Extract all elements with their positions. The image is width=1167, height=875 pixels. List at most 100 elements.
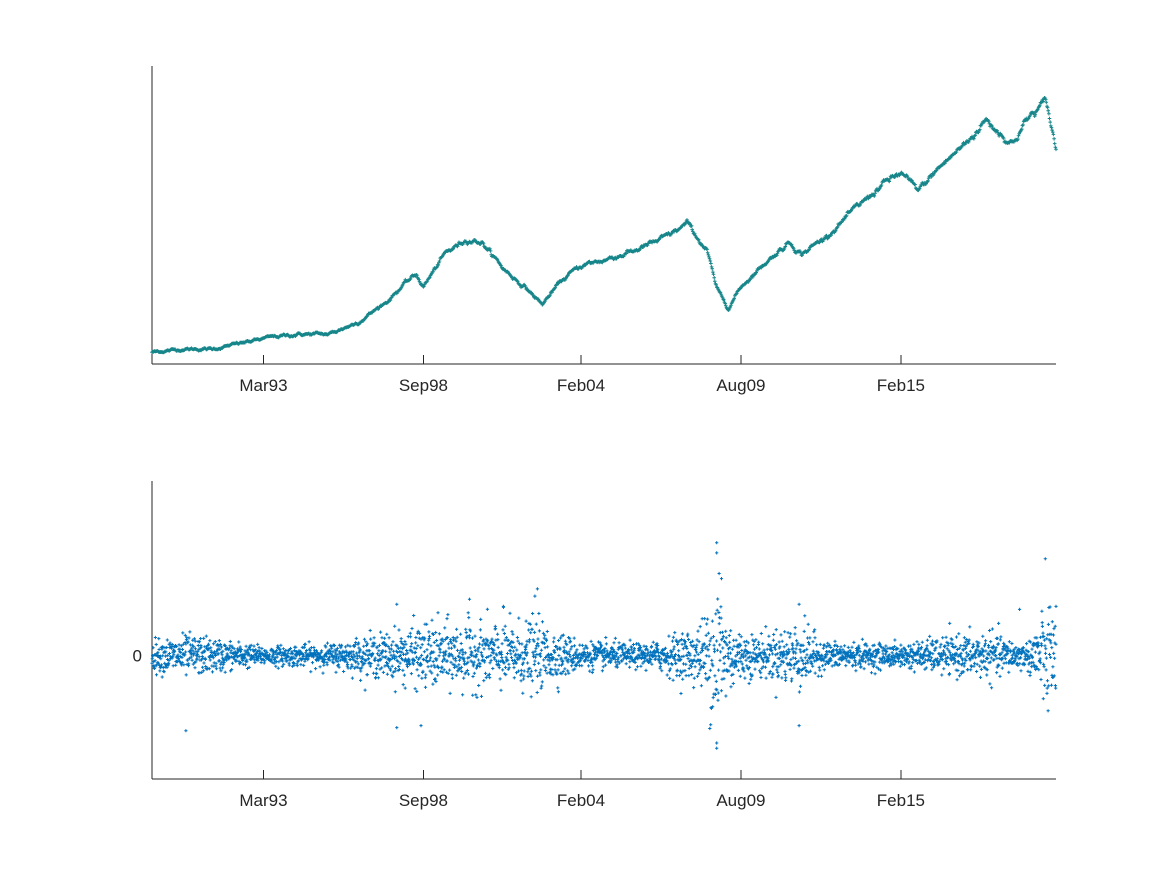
data-point <box>464 630 468 635</box>
data-point <box>681 677 685 681</box>
data-point <box>724 694 728 698</box>
data-point <box>777 640 781 644</box>
data-point <box>651 640 655 644</box>
data-point <box>183 633 187 637</box>
data-point <box>540 684 544 688</box>
data-point <box>178 654 182 659</box>
data-point <box>151 654 155 658</box>
data-point <box>1000 666 1004 670</box>
data-point <box>533 659 537 663</box>
data-point <box>679 691 683 696</box>
data-point <box>693 665 697 669</box>
data-point <box>670 639 675 643</box>
data-point <box>604 635 608 640</box>
data-point <box>523 285 528 289</box>
data-point <box>1053 145 1058 150</box>
data-point <box>698 625 702 629</box>
data-point <box>385 632 389 636</box>
data-point <box>276 666 280 670</box>
data-point <box>713 650 717 654</box>
data-point <box>192 651 196 655</box>
data-point <box>153 659 157 663</box>
data-point <box>966 668 970 672</box>
data-point <box>1046 109 1050 113</box>
data-point <box>152 666 157 670</box>
data-point <box>715 648 720 652</box>
data-point <box>798 249 802 253</box>
data-point <box>156 651 160 655</box>
data-point <box>383 636 387 640</box>
data-point <box>438 650 442 654</box>
data-point <box>984 639 988 643</box>
data-point <box>1040 621 1044 625</box>
data-point <box>529 695 533 699</box>
data-point <box>600 669 604 673</box>
data-point <box>1045 679 1050 683</box>
data-point <box>869 671 874 675</box>
data-point <box>417 277 421 282</box>
data-point <box>872 194 877 198</box>
data-point <box>410 626 414 631</box>
data-point <box>859 665 863 669</box>
data-point <box>945 647 949 651</box>
data-point <box>494 627 498 631</box>
data-point <box>479 635 483 640</box>
data-point <box>561 659 565 663</box>
data-point <box>968 625 972 629</box>
data-point <box>668 676 672 680</box>
data-point <box>727 633 731 638</box>
data-point <box>884 644 888 648</box>
data-point <box>454 659 458 663</box>
data-point <box>200 654 204 659</box>
data-point <box>715 746 719 750</box>
data-point <box>457 663 461 667</box>
data-point <box>712 275 716 280</box>
data-point <box>1052 141 1057 146</box>
data-point <box>617 641 621 645</box>
data-point <box>700 648 705 653</box>
data-point <box>180 660 184 665</box>
data-point <box>368 628 372 633</box>
data-point <box>395 602 399 606</box>
data-point <box>158 669 162 673</box>
data-point <box>695 674 699 678</box>
data-point <box>281 647 285 651</box>
data-point <box>1054 686 1058 690</box>
data-point <box>866 196 871 201</box>
data-point <box>204 634 208 638</box>
data-point <box>1041 697 1045 701</box>
data-point <box>772 632 776 637</box>
data-point <box>704 672 708 676</box>
data-point <box>162 670 166 674</box>
data-point <box>181 631 185 635</box>
data-point <box>793 626 797 630</box>
data-point <box>409 635 413 639</box>
data-point <box>684 662 688 666</box>
data-point <box>186 640 190 644</box>
data-point <box>715 551 719 555</box>
data-point <box>310 661 315 665</box>
data-point <box>693 654 697 658</box>
data-point <box>707 257 712 261</box>
data-point <box>811 640 815 644</box>
data-point <box>676 642 680 646</box>
data-point <box>217 639 221 643</box>
data-point <box>191 662 195 666</box>
data-point <box>714 612 718 616</box>
data-point <box>604 642 608 646</box>
data-point <box>437 644 441 648</box>
data-point <box>615 651 619 656</box>
data-point <box>1038 103 1042 108</box>
data-point <box>1047 111 1051 116</box>
data-point <box>428 669 432 673</box>
data-point <box>437 259 442 263</box>
data-point <box>1043 557 1047 561</box>
data-point <box>850 645 854 649</box>
data-point <box>660 669 664 673</box>
data-point <box>707 654 711 658</box>
data-point <box>740 648 744 653</box>
data-point <box>728 651 733 655</box>
data-point <box>687 666 691 671</box>
data-point <box>214 667 218 671</box>
